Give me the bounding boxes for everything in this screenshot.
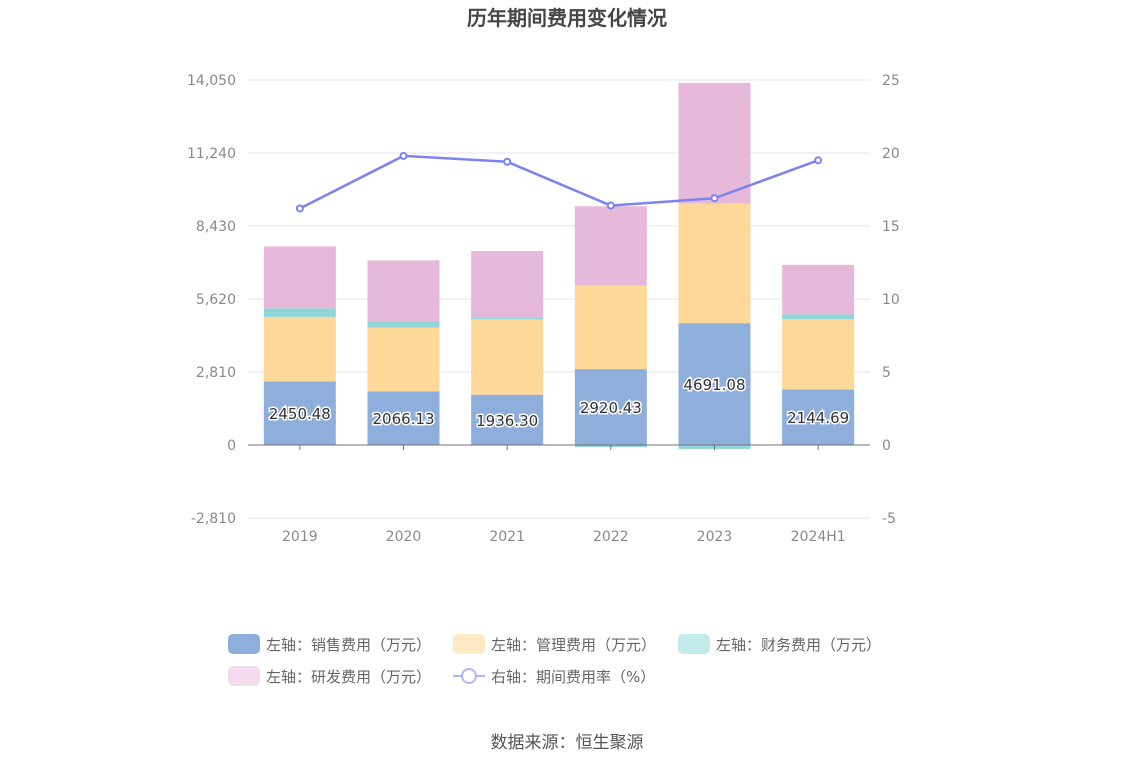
left-tick-label: 5,620	[196, 292, 236, 308]
rate-line	[295, 151, 823, 213]
grid	[248, 79, 870, 519]
bar-segment	[263, 246, 336, 309]
right-tick-label: 0	[882, 438, 891, 454]
legend-label-rnd: 左轴：研发费用（万元）	[266, 667, 432, 686]
legend: 左轴：销售费用（万元） 左轴：管理费用（万元） 左轴：财务费用（万元） 左轴：研…	[228, 628, 928, 692]
rate-series-line	[299, 154, 819, 210]
legend-item-rate[interactable]: 右轴：期间费用率（%）	[453, 666, 655, 687]
data-source: 数据来源：恒生聚源	[490, 733, 644, 753]
legend-item-sales[interactable]: 左轴：销售费用（万元）	[228, 634, 431, 655]
chart: 历年期间费用变化情况 -2,810 0 2,810 5,620 8,430 11,240 1…	[187, 6, 900, 545]
bar-segment	[678, 203, 751, 324]
bar-segment	[471, 317, 544, 320]
rate-point	[503, 157, 512, 166]
bar-value-label: 2920.43	[580, 399, 642, 417]
right-tick-label: 10	[882, 292, 900, 308]
right-tick-label: -5	[882, 511, 896, 527]
bar-segment	[782, 264, 855, 315]
rate-point	[710, 194, 719, 203]
legend-swatch-finance	[678, 634, 711, 654]
left-tick-label: 14,050	[187, 73, 236, 89]
bar-value-label: 2144.69	[787, 409, 849, 427]
legend-label-rate: 右轴：期间费用率（%）	[491, 667, 656, 686]
rate-point	[295, 204, 304, 213]
right-tick-label: 5	[882, 365, 891, 381]
legend-swatch-admin	[453, 634, 486, 654]
bar-segment	[782, 314, 855, 320]
bar-segment	[574, 285, 647, 370]
rate-point	[814, 156, 823, 165]
x-axis: 2019 2020 2021 2022 2023 2024H1	[248, 444, 870, 545]
x-tick-label: 2020	[386, 529, 422, 545]
x-tick-label: 2021	[489, 529, 525, 545]
bar-segment	[367, 327, 440, 392]
bar-segment	[678, 323, 751, 445]
right-tick-label: 20	[882, 146, 900, 162]
bar-segment	[263, 316, 336, 382]
left-tick-label: 11,240	[187, 146, 236, 162]
bar-segment	[782, 389, 855, 445]
left-tick-label: 2,810	[196, 365, 236, 381]
bar-value-label: 1936.30	[476, 412, 538, 430]
bar-labels: 2450.48 2066.13 1936.30 2920.43 4691.08 2144.…	[267, 375, 850, 432]
bar-value-label: 4691.08	[683, 376, 745, 394]
bar-segment	[367, 321, 440, 328]
bar-segment	[367, 391, 440, 445]
legend-swatch-rnd	[228, 666, 260, 686]
right-tick-label: 15	[882, 219, 900, 235]
x-tick-label: 2019	[282, 529, 318, 545]
legend-line-icon	[453, 666, 486, 686]
bar-segment	[574, 206, 647, 286]
left-tick-label: -2,810	[191, 511, 236, 527]
left-tick-label: 0	[227, 438, 236, 454]
left-axis: -2,810 0 2,810 5,620 8,430 11,240 14,050	[187, 73, 236, 527]
bars	[263, 82, 855, 449]
bar-segment	[782, 319, 855, 390]
bar-segment	[471, 251, 544, 318]
bar-segment	[471, 394, 544, 445]
x-tick-label: 2024H1	[791, 529, 846, 545]
legend-item-finance[interactable]: 左轴：财务费用（万元）	[678, 634, 881, 655]
legend-item-rnd[interactable]: 左轴：研发费用（万元）	[228, 666, 431, 687]
x-tick-label: 2023	[697, 529, 733, 545]
bar-segment	[367, 260, 440, 322]
right-tick-label: 25	[882, 73, 900, 89]
bar-value-label: 2450.48	[269, 405, 331, 423]
left-tick-label: 8,430	[196, 219, 236, 235]
bar-segment	[574, 369, 647, 445]
bar-segment	[263, 308, 336, 317]
legend-label-finance: 左轴：财务费用（万元）	[716, 635, 882, 654]
bar-segment	[263, 381, 336, 445]
bar-value-label: 2066.13	[372, 410, 434, 428]
legend-item-admin[interactable]: 左轴：管理费用（万元）	[453, 634, 656, 655]
legend-label-sales: 左轴：销售费用（万元）	[266, 635, 432, 654]
x-tick-label: 2022	[593, 529, 629, 545]
rate-point	[606, 201, 615, 210]
right-axis: -5 0 5 10 15 20 25	[882, 73, 900, 527]
legend-label-admin: 左轴：管理费用（万元）	[491, 635, 657, 654]
bar-segment	[471, 319, 544, 395]
rate-point	[399, 151, 408, 160]
chart-title: 历年期间费用变化情况	[467, 6, 667, 30]
bar-segment	[678, 82, 751, 204]
legend-swatch-sales	[228, 634, 260, 654]
